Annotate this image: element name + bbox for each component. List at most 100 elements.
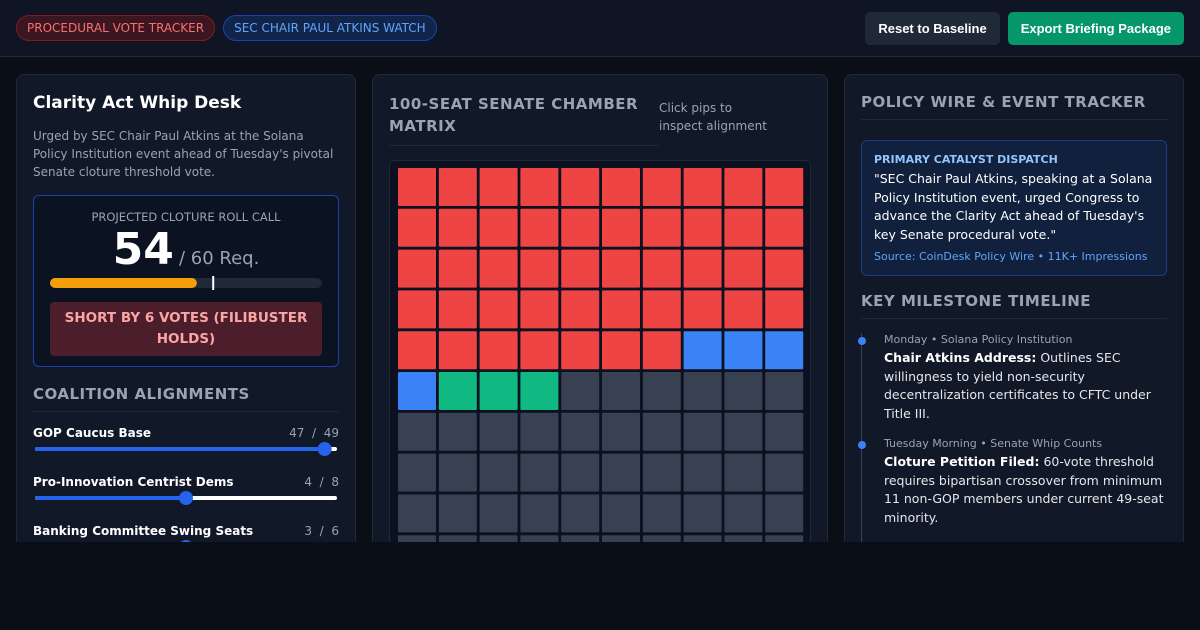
seat-pip[interactable] [602, 453, 640, 492]
seat-pip[interactable] [602, 372, 640, 410]
seat-pip[interactable] [724, 535, 763, 542]
seat-pip[interactable] [642, 535, 681, 542]
seat-pip[interactable] [683, 208, 722, 247]
seat-pip[interactable] [520, 249, 559, 288]
seat-pip[interactable] [520, 168, 559, 206]
seat-pip[interactable] [561, 168, 600, 206]
seat-pip[interactable] [561, 249, 600, 288]
seat-pip[interactable] [602, 331, 640, 370]
seat-pip[interactable] [602, 412, 640, 451]
seat-pip[interactable] [520, 412, 559, 451]
seat-pip[interactable] [642, 453, 681, 492]
export-button[interactable]: Export Briefing Package [1007, 11, 1184, 45]
seat-pip[interactable] [398, 168, 436, 206]
seat-pip[interactable] [602, 249, 640, 288]
slider[interactable] [33, 489, 339, 507]
seat-pip[interactable] [398, 535, 436, 542]
seat-pip[interactable] [765, 290, 804, 329]
seat-pip[interactable] [765, 208, 804, 247]
seat-pip[interactable] [683, 453, 722, 492]
seat-pip[interactable] [479, 535, 518, 542]
seat-pip[interactable] [683, 331, 722, 370]
seat-pip[interactable] [683, 372, 722, 410]
seat-pip[interactable] [438, 412, 477, 451]
seat-pip[interactable] [602, 535, 640, 542]
seat-pip[interactable] [561, 535, 600, 542]
seat-pip[interactable] [520, 290, 559, 329]
seat-pip[interactable] [724, 372, 763, 410]
seat-pip[interactable] [765, 249, 804, 288]
seat-pip[interactable] [683, 535, 722, 542]
seat-pip[interactable] [479, 331, 518, 370]
seat-pip[interactable] [683, 168, 722, 206]
seat-pip[interactable] [561, 372, 600, 410]
seat-pip[interactable] [479, 453, 518, 492]
seat-pip[interactable] [683, 412, 722, 451]
seat-pip[interactable] [479, 208, 518, 247]
seat-pip[interactable] [765, 372, 804, 410]
seat-pip[interactable] [479, 290, 518, 329]
reset-button[interactable]: Reset to Baseline [865, 11, 1000, 45]
seat-pip[interactable] [765, 494, 804, 533]
seat-pip[interactable] [438, 494, 477, 533]
seat-pip[interactable] [479, 249, 518, 288]
seat-pip[interactable] [438, 453, 477, 492]
seat-pip[interactable] [724, 249, 763, 288]
seat-pip[interactable] [683, 494, 722, 533]
seat-pip[interactable] [724, 453, 763, 492]
seat-pip[interactable] [398, 331, 436, 370]
seat-pip[interactable] [724, 494, 763, 533]
seat-pip[interactable] [438, 535, 477, 542]
seat-pip[interactable] [765, 168, 804, 206]
seat-pip[interactable] [724, 290, 763, 329]
seat-pip[interactable] [398, 249, 436, 288]
seat-pip[interactable] [479, 168, 518, 206]
seat-pip[interactable] [765, 331, 804, 370]
seat-pip[interactable] [642, 208, 681, 247]
seat-pip[interactable] [561, 290, 600, 329]
seat-pip[interactable] [398, 494, 436, 533]
seat-pip[interactable] [642, 331, 681, 370]
seat-pip[interactable] [520, 535, 559, 542]
seat-pip[interactable] [520, 372, 559, 410]
seat-pip[interactable] [438, 168, 477, 206]
seat-pip[interactable] [724, 412, 763, 451]
seat-pip[interactable] [561, 208, 600, 247]
seat-pip[interactable] [642, 412, 681, 451]
seat-pip[interactable] [724, 331, 763, 370]
slider[interactable] [33, 538, 339, 542]
seat-pip[interactable] [765, 453, 804, 492]
seat-pip[interactable] [561, 494, 600, 533]
seat-pip[interactable] [438, 372, 477, 410]
seat-pip[interactable] [520, 208, 559, 247]
seat-pip[interactable] [683, 249, 722, 288]
seat-pip[interactable] [765, 412, 804, 451]
seat-pip[interactable] [642, 249, 681, 288]
seat-pip[interactable] [398, 453, 436, 492]
seat-pip[interactable] [724, 168, 763, 206]
seat-pip[interactable] [724, 208, 763, 247]
seat-pip[interactable] [683, 290, 722, 329]
seat-pip[interactable] [479, 494, 518, 533]
seat-pip[interactable] [398, 208, 436, 247]
seat-pip[interactable] [642, 494, 681, 533]
seat-pip[interactable] [398, 372, 436, 410]
seat-pip[interactable] [438, 249, 477, 288]
seat-pip[interactable] [561, 331, 600, 370]
slider[interactable] [33, 440, 339, 458]
seat-pip[interactable] [438, 208, 477, 247]
seat-pip[interactable] [561, 453, 600, 492]
seat-pip[interactable] [642, 290, 681, 329]
seat-pip[interactable] [561, 412, 600, 451]
seat-pip[interactable] [602, 290, 640, 329]
seat-pip[interactable] [438, 331, 477, 370]
seat-pip[interactable] [602, 168, 640, 206]
seat-pip[interactable] [642, 372, 681, 410]
seat-pip[interactable] [479, 412, 518, 451]
seat-pip[interactable] [765, 535, 804, 542]
seat-pip[interactable] [602, 208, 640, 247]
seat-pip[interactable] [602, 494, 640, 533]
seat-pip[interactable] [520, 494, 559, 533]
seat-pip[interactable] [520, 331, 559, 370]
seat-pip[interactable] [479, 372, 518, 410]
